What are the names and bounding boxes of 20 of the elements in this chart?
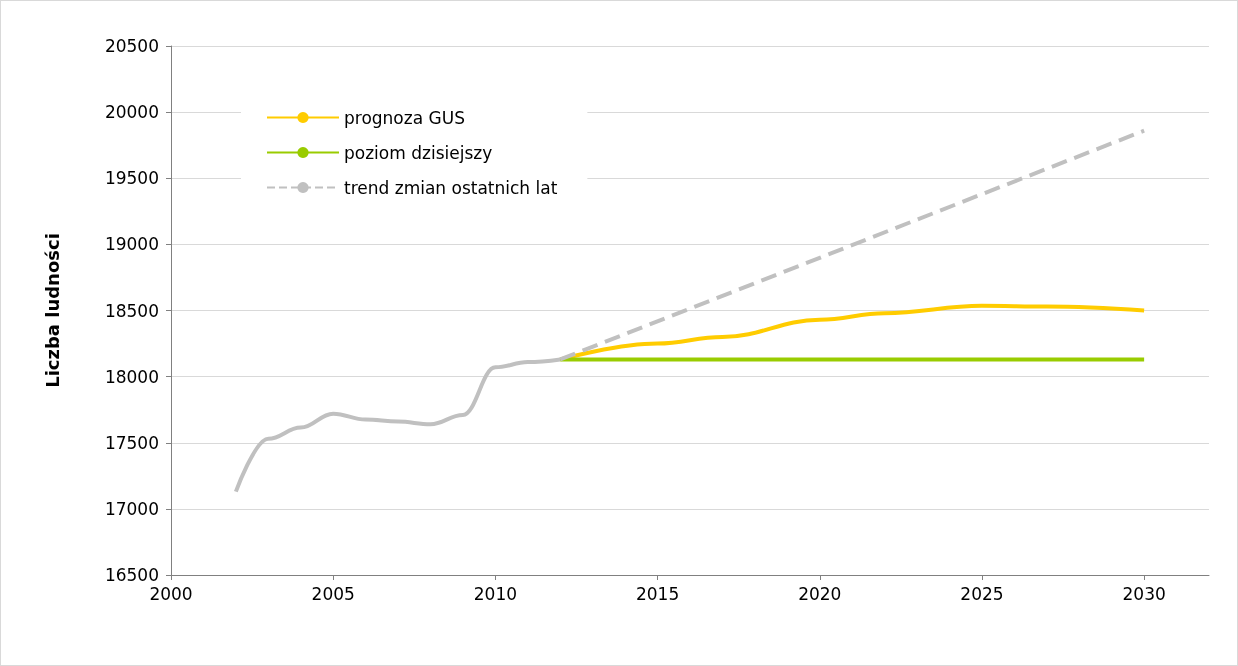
y-tick-label: 20000 <box>104 102 159 123</box>
y-tick-label: 20500 <box>104 36 159 56</box>
y-tick-label: 17500 <box>104 432 159 453</box>
y-tick-label: 16500 <box>104 565 159 585</box>
x-tick-label: 2005 <box>311 583 355 604</box>
x-tick-label: 2000 <box>149 583 193 604</box>
y-tick-label: 19000 <box>104 234 159 255</box>
x-tick-label: 2015 <box>635 583 680 604</box>
x-tick-label: 2030 <box>1122 583 1166 604</box>
y-tick-label: 18000 <box>104 366 159 387</box>
legend-label: prognoza GUS <box>344 107 465 128</box>
legend-label: poziom dzisiejszy <box>344 142 493 163</box>
x-tick-label: 2020 <box>798 583 842 604</box>
y-axis-title: Liczba ludności <box>41 233 63 388</box>
legend-label: trend zmian ostatnich lat <box>344 177 558 198</box>
x-tick-label: 2010 <box>473 583 518 604</box>
y-tick-label: 19500 <box>104 168 159 189</box>
x-tick-label: 2025 <box>960 583 1004 604</box>
y-tick-label: 17000 <box>104 498 159 519</box>
y-tick-label: 18500 <box>104 300 159 321</box>
